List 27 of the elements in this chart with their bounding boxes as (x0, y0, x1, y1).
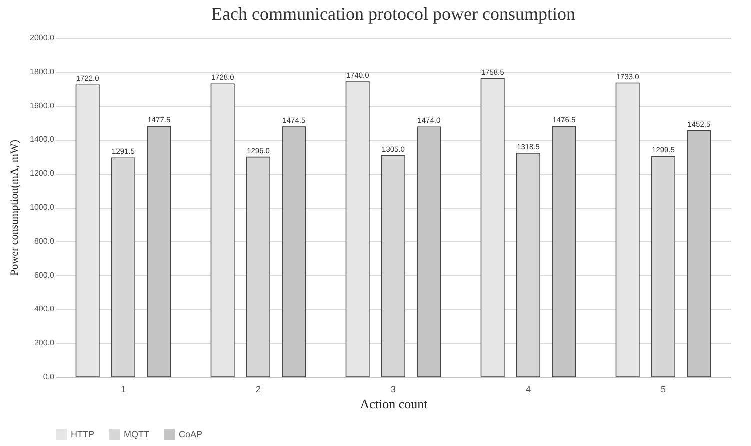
legend-label: MQTT (124, 430, 150, 440)
y-tick-label: 800.0 (34, 236, 56, 246)
bar (616, 82, 640, 378)
x-tick-label: 1 (120, 384, 126, 394)
y-tick-label: 200.0 (34, 338, 56, 348)
y-axis-title: Power consumption(mA, mW) (9, 140, 22, 276)
y-tick-label: 1800.0 (30, 67, 56, 76)
bar (210, 84, 235, 378)
x-tick-label: 3 (390, 384, 396, 394)
bar (480, 78, 505, 378)
x-tick-label: 4 (526, 384, 532, 394)
y-tick-label: 1000.0 (30, 203, 56, 212)
y-tick-label: 1200.0 (30, 169, 56, 178)
y-tick-label: 2000.0 (30, 34, 56, 42)
legend-label: HTTP (71, 430, 94, 440)
y-tick-label: 600.0 (34, 270, 56, 280)
legend-label: CoAP (179, 430, 203, 440)
y-tick-label: 400.0 (34, 304, 56, 314)
bar (346, 82, 370, 378)
y-tick-label: 1600.0 (30, 101, 56, 110)
chart-title: Each communication protocol power consumption (212, 4, 576, 24)
bar (76, 84, 100, 378)
x-tick-label: 2 (256, 384, 262, 394)
x-tick-label: 5 (660, 384, 666, 394)
y-tick-label: 1400.0 (30, 135, 56, 144)
x-axis-title: Action count (360, 396, 428, 412)
y-tick-label: 0.0 (43, 372, 56, 382)
